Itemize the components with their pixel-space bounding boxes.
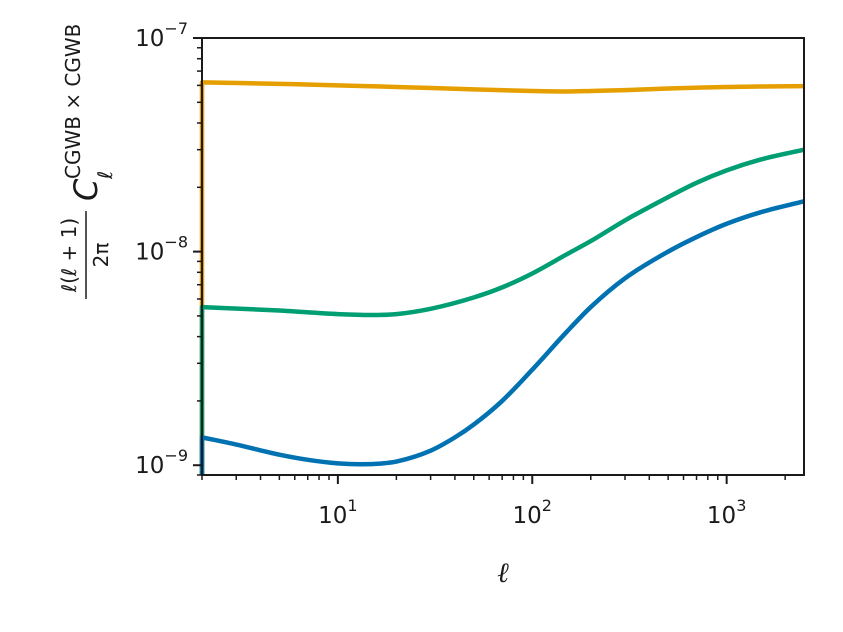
y-label-symbol: C [67,178,105,201]
y-label-numerator: ℓ(ℓ + 1) [57,218,81,293]
y-tick-label-3: 10−7 [135,19,188,52]
series-line-2 [199,147,805,475]
y-label-denominator: 2π [89,243,113,268]
y-tick-label-2: 10−8 [135,233,188,266]
plot-frame [201,37,805,476]
x-tick-label-2: 102 [513,496,552,529]
series-line-3 [199,199,805,475]
y-tick-label-1: 10−9 [135,446,188,479]
series-layer [199,80,805,475]
series-line-1 [199,80,805,475]
y-axis-label: ℓ(ℓ + 1) 2π C ℓ CGWB × CGWB [57,24,117,299]
ticks-layer: 101 102 103 10−9 10−8 10−7 [135,19,786,529]
x-axis-label: ℓ [497,556,509,589]
x-tick-label-1: 101 [318,496,357,529]
y-label-subscript: ℓ [93,171,117,180]
x-tick-label-3: 103 [707,496,746,529]
y-label-superscript: CGWB × CGWB [61,24,85,179]
